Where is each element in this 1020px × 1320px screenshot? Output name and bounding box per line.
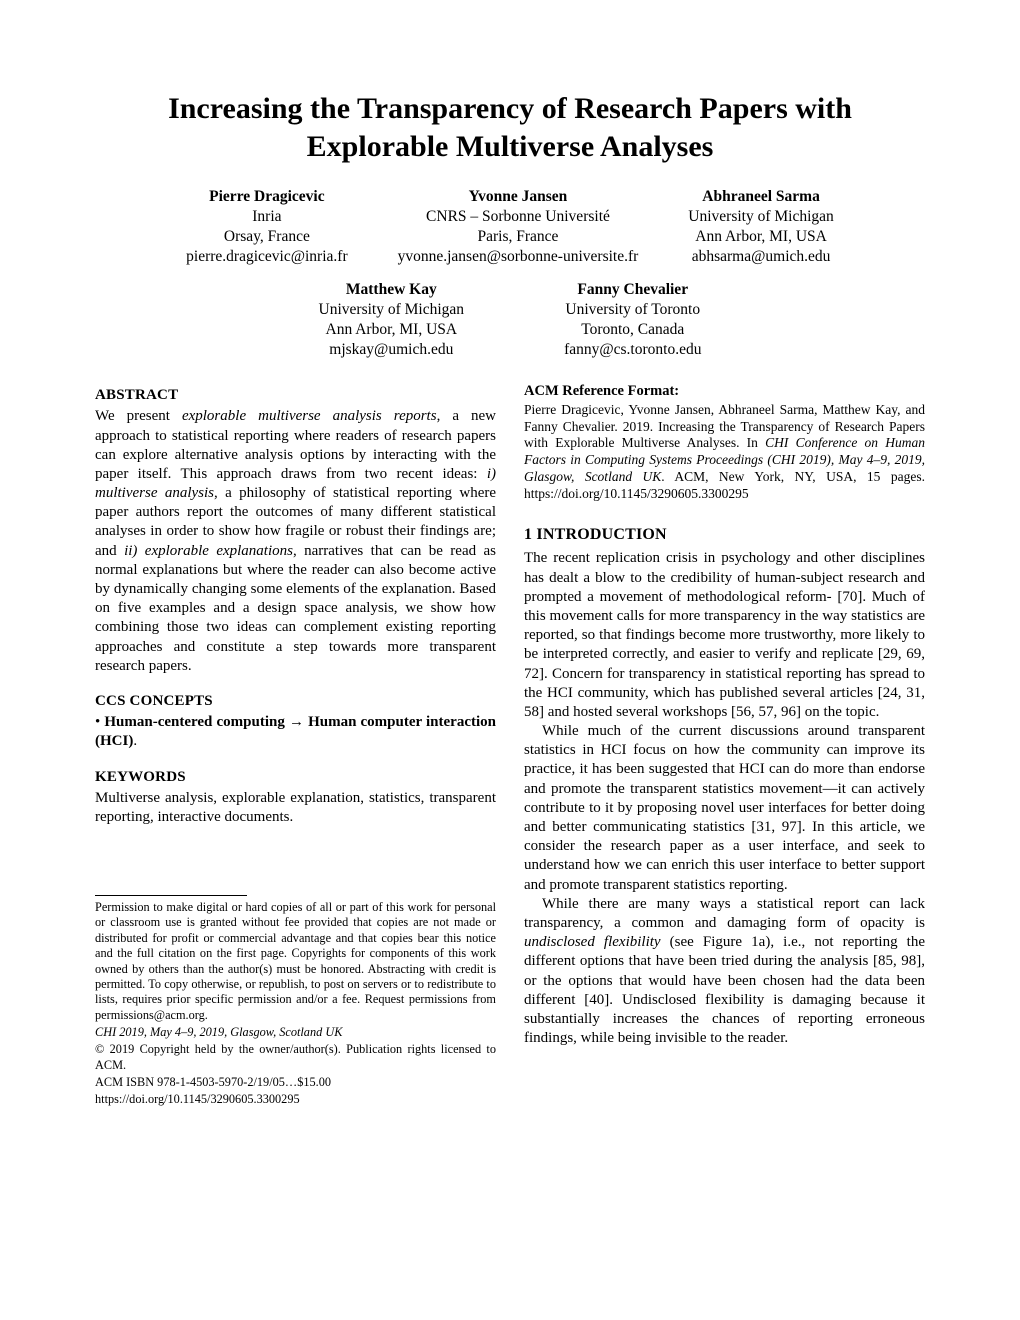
keywords-body: Multiverse analysis, explorable explanat… — [95, 789, 496, 827]
permission-doi: https://doi.org/10.1145/3290605.3300295 — [95, 1092, 496, 1107]
author-block: Matthew Kay University of Michigan Ann A… — [319, 280, 465, 361]
permission-text: Permission to make digital or hard copie… — [95, 900, 496, 1023]
intro-p3: While there are many ways a statistical … — [524, 895, 925, 1049]
keywords-heading: KEYWORDS — [95, 768, 496, 787]
author-email: pierre.dragicevic@inria.fr — [186, 247, 347, 267]
ccs-heading: CCS CONCEPTS — [95, 692, 496, 711]
author-block: Abhraneel Sarma University of Michigan A… — [688, 187, 834, 268]
author-block: Fanny Chevalier University of Toronto To… — [564, 280, 701, 361]
author-affil: University of Michigan — [319, 300, 465, 320]
permission-copyright: © 2019 Copyright held by the owner/autho… — [95, 1042, 496, 1073]
author-block: Yvonne Jansen CNRS – Sorbonne Université… — [398, 187, 639, 268]
author-name: Fanny Chevalier — [564, 280, 701, 300]
author-block: Pierre Dragicevic Inria Orsay, France pi… — [186, 187, 347, 268]
author-email: mjskay@umich.edu — [319, 340, 465, 360]
author-name: Matthew Kay — [319, 280, 465, 300]
permission-block: Permission to make digital or hard copie… — [95, 900, 496, 1108]
author-name: Pierre Dragicevic — [186, 187, 347, 207]
abstract-heading: ABSTRACT — [95, 386, 496, 405]
author-loc: Toronto, Canada — [564, 320, 701, 340]
author-affil: CNRS – Sorbonne Université — [398, 207, 639, 227]
footnote-rule — [95, 895, 247, 896]
author-email: abhsarma@umich.edu — [688, 247, 834, 267]
intro-p1: The recent replication crisis in psychol… — [524, 549, 925, 722]
intro-heading: 1 INTRODUCTION — [524, 525, 925, 545]
ccs-body: • Human-centered computing → Human compu… — [95, 713, 496, 751]
abstract-body: We present explorable multiverse analysi… — [95, 407, 496, 676]
acm-ref-body: Pierre Dragicevic, Yvonne Jansen, Abhran… — [524, 402, 925, 503]
intro-p2: While much of the current discussions ar… — [524, 722, 925, 895]
authors-row-1: Pierre Dragicevic Inria Orsay, France pi… — [95, 187, 925, 268]
author-name: Abhraneel Sarma — [688, 187, 834, 207]
permission-isbn: ACM ISBN 978-1-4503-5970-2/19/05…$15.00 — [95, 1075, 496, 1090]
author-affil: University of Toronto — [564, 300, 701, 320]
author-affil: University of Michigan — [688, 207, 834, 227]
paper-title: Increasing the Transparency of Research … — [95, 90, 925, 165]
author-affil: Inria — [186, 207, 347, 227]
two-column-body: ABSTRACT We present explorable multivers… — [95, 382, 925, 1110]
author-loc: Orsay, France — [186, 227, 347, 247]
author-loc: Ann Arbor, MI, USA — [319, 320, 465, 340]
author-loc: Ann Arbor, MI, USA — [688, 227, 834, 247]
acm-ref-heading: ACM Reference Format: — [524, 382, 925, 401]
author-loc: Paris, France — [398, 227, 639, 247]
left-column: ABSTRACT We present explorable multivers… — [95, 382, 496, 1110]
permission-venue: CHI 2019, May 4–9, 2019, Glasgow, Scotla… — [95, 1025, 496, 1040]
author-name: Yvonne Jansen — [398, 187, 639, 207]
authors-row-2: Matthew Kay University of Michigan Ann A… — [95, 280, 925, 361]
right-column: ACM Reference Format: Pierre Dragicevic,… — [524, 382, 925, 1110]
author-email: fanny@cs.toronto.edu — [564, 340, 701, 360]
author-email: yvonne.jansen@sorbonne-universite.fr — [398, 247, 639, 267]
